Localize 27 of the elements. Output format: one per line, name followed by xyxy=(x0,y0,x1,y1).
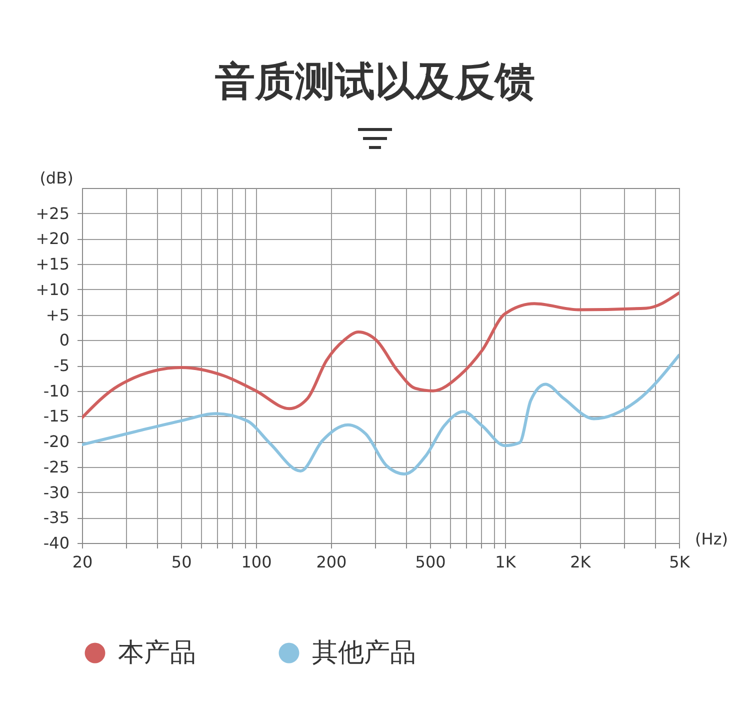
x-tick-label: 5K xyxy=(669,552,690,572)
y-tick-label: +10 xyxy=(36,280,70,299)
y-tick-label: -30 xyxy=(43,482,70,502)
y-tick-label: +20 xyxy=(36,229,70,248)
legend-label: 其他产品 xyxy=(312,638,416,668)
y-tick-label: -25 xyxy=(43,457,70,476)
x-tick-label: 1K xyxy=(495,552,516,572)
x-tick-label: 50 xyxy=(171,552,192,572)
legend-label: 本产品 xyxy=(118,638,196,668)
x-tick-label: 200 xyxy=(316,552,347,572)
y-tick-label: -10 xyxy=(43,381,70,400)
y-tick-label: -15 xyxy=(43,406,70,426)
x-axis-title: (Hz) xyxy=(695,530,728,548)
y-tick-label: -5 xyxy=(54,356,70,375)
y-tick-label: -20 xyxy=(43,432,70,452)
y-tick-label: +25 xyxy=(36,204,70,223)
y-tick-label: +5 xyxy=(46,305,70,324)
x-tick-label: 100 xyxy=(241,552,272,572)
x-tick-label: 20 xyxy=(72,552,93,572)
y-tick-label: 0 xyxy=(59,330,70,350)
x-tick-label: 500 xyxy=(415,552,446,572)
y-axis-title: (dB) xyxy=(40,168,74,188)
y-tick-label: +15 xyxy=(36,254,70,274)
x-tick-label: 2K xyxy=(570,552,592,572)
chart-title: 音质测试以及反馈 xyxy=(214,58,536,106)
y-tick-label: -35 xyxy=(43,508,70,528)
y-tick-label: -40 xyxy=(43,534,70,552)
